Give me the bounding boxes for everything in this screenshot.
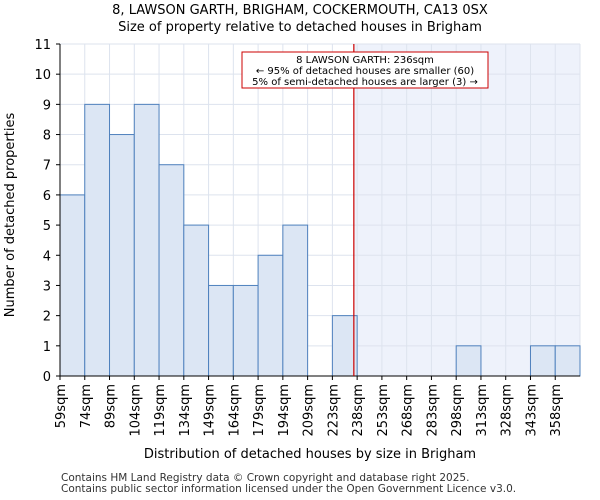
annotation-box	[241, 51, 489, 89]
y-tick-label: 2	[43, 310, 51, 325]
histogram-bar	[158, 164, 185, 377]
histogram-bar	[208, 284, 234, 377]
x-tick-label: 283sqm	[425, 384, 440, 437]
y-tick-label: 10	[34, 68, 51, 83]
x-tick-label: 89sqm	[104, 384, 119, 428]
larger-region-shade	[353, 44, 580, 376]
histogram-bar	[257, 254, 284, 377]
histogram-bar	[331, 315, 358, 377]
y-tick-label: 1	[43, 340, 51, 355]
y-tick-label: 6	[43, 189, 51, 204]
x-tick-label: 194sqm	[277, 384, 292, 437]
x-tick-label: 253sqm	[376, 384, 391, 437]
x-tick-label: 134sqm	[178, 384, 193, 437]
x-tick-label: 343sqm	[524, 384, 539, 437]
histogram-bar	[529, 345, 556, 377]
x-tick-label: 298sqm	[450, 384, 465, 437]
histogram-bar	[232, 284, 259, 377]
y-tick-label: 8	[43, 129, 51, 144]
histogram-bar	[455, 345, 482, 377]
y-tick-label: 3	[43, 279, 51, 294]
annotation-line1: 8 LAWSON GARTH: 236sqm	[296, 55, 434, 66]
x-tick-label: 104sqm	[128, 384, 143, 437]
histogram-bar	[183, 224, 210, 377]
y-tick-label: 7	[43, 159, 51, 174]
chart-title-line2: Size of property relative to detached ho…	[118, 20, 482, 35]
x-tick-label: 328sqm	[500, 384, 515, 437]
x-tick-label: 74sqm	[79, 384, 94, 428]
x-tick-label: 313sqm	[475, 384, 490, 437]
y-tick-label: 5	[43, 219, 51, 234]
y-tick-label: 9	[43, 98, 51, 113]
annotation-line3: 5% of semi-detached houses are larger (3…	[252, 77, 478, 88]
histogram-bar	[282, 224, 309, 377]
x-tick-label: 179sqm	[252, 384, 267, 437]
footer-line1: Contains HM Land Registry data © Crown c…	[61, 472, 470, 484]
x-tick-label: 223sqm	[326, 384, 341, 437]
x-tick-label: 164sqm	[227, 384, 242, 437]
histogram-bar	[109, 134, 135, 377]
footer-line2: Contains public sector information licen…	[61, 483, 517, 495]
x-tick-label: 119sqm	[153, 384, 168, 437]
x-tick-label: 59sqm	[54, 384, 69, 428]
histogram-bar	[59, 194, 86, 377]
x-tick-label: 358sqm	[549, 384, 564, 437]
x-axis-label: Distribution of detached houses by size …	[144, 447, 476, 462]
histogram-bar	[84, 103, 111, 377]
y-tick-label: 0	[43, 370, 51, 385]
histogram-bar	[133, 103, 160, 377]
histogram-bar	[554, 345, 581, 377]
x-tick-label: 268sqm	[401, 384, 416, 437]
x-tick-label: 149sqm	[203, 384, 218, 437]
x-tick-label: 209sqm	[302, 384, 317, 437]
x-tick-label: 238sqm	[351, 384, 366, 437]
plot-area: 0 1 2 3 4 5 6 7 8 9 10 11 59sqm 74sqm 89sqm 104sqm 119sq…	[34, 38, 581, 437]
y-axis-label: Number of detached properties	[3, 113, 18, 318]
y-tick-label: 11	[34, 38, 51, 53]
chart-title-line1: 8, LAWSON GARTH, BRIGHAM, COCKERMOUTH, C…	[112, 3, 488, 18]
annotation-line2: ← 95% of detached houses are smaller (60…	[256, 66, 474, 77]
y-tick-label: 4	[43, 249, 51, 264]
